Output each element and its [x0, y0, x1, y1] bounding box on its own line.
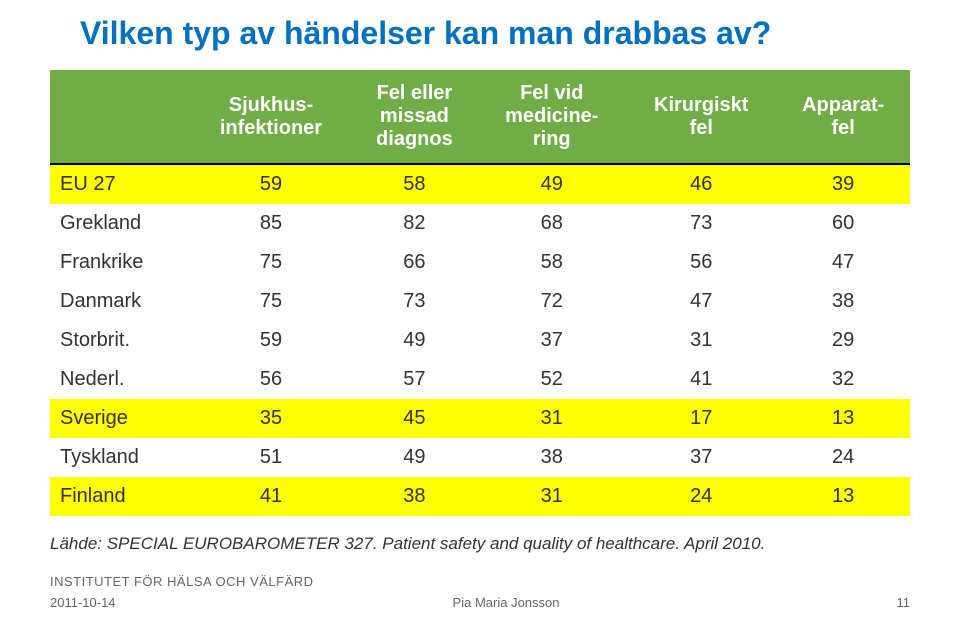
cell-value: 45: [351, 399, 477, 438]
cell-value: 59: [191, 321, 352, 360]
col-header: Sjukhus-infektioner: [191, 70, 352, 164]
footer-date: 2011-10-14: [50, 595, 116, 610]
cell-value: 49: [351, 438, 477, 477]
table-row: Storbrit.5949373129: [50, 321, 910, 360]
row-label: EU 27: [50, 164, 191, 204]
cell-value: 49: [351, 321, 477, 360]
row-label: Frankrike: [50, 243, 191, 282]
cell-value: 75: [191, 282, 352, 321]
table-row: EU 275958494639: [50, 164, 910, 204]
cell-value: 73: [351, 282, 477, 321]
cell-value: 37: [477, 321, 626, 360]
cell-value: 68: [477, 204, 626, 243]
footer: 2011-10-14 Pia Maria Jonsson 11: [50, 595, 910, 610]
cell-value: 58: [351, 164, 477, 204]
row-label: Grekland: [50, 204, 191, 243]
col-header-blank: [50, 70, 191, 164]
cell-value: 58: [477, 243, 626, 282]
row-label: Nederl.: [50, 360, 191, 399]
cell-value: 35: [191, 399, 352, 438]
table-row: Nederl.5657524132: [50, 360, 910, 399]
source-text: Lähde: SPECIAL EUROBAROMETER 327. Patien…: [50, 534, 910, 554]
cell-value: 24: [626, 477, 776, 516]
table-row: Tyskland5149383724: [50, 438, 910, 477]
cell-value: 13: [776, 399, 910, 438]
table-row: Finland4138312413: [50, 477, 910, 516]
slide: Vilken typ av händelser kan man drabbas …: [0, 0, 960, 625]
cell-value: 56: [191, 360, 352, 399]
cell-value: 85: [191, 204, 352, 243]
cell-value: 17: [626, 399, 776, 438]
table-body: EU 275958494639Grekland8582687360Frankri…: [50, 164, 910, 516]
cell-value: 29: [776, 321, 910, 360]
cell-value: 47: [626, 282, 776, 321]
cell-value: 37: [626, 438, 776, 477]
cell-value: 51: [191, 438, 352, 477]
table-row: Frankrike7566585647: [50, 243, 910, 282]
cell-value: 41: [626, 360, 776, 399]
data-table: Sjukhus-infektionerFel ellermissaddiagno…: [50, 70, 910, 516]
col-header: Fel ellermissaddiagnos: [351, 70, 477, 164]
cell-value: 73: [626, 204, 776, 243]
cell-value: 52: [477, 360, 626, 399]
cell-value: 75: [191, 243, 352, 282]
cell-value: 24: [776, 438, 910, 477]
cell-value: 31: [477, 477, 626, 516]
table-row: Sverige3545311713: [50, 399, 910, 438]
cell-value: 57: [351, 360, 477, 399]
cell-value: 60: [776, 204, 910, 243]
cell-value: 38: [351, 477, 477, 516]
table-header: Sjukhus-infektionerFel ellermissaddiagno…: [50, 70, 910, 164]
table-row: Danmark7573724738: [50, 282, 910, 321]
cell-value: 46: [626, 164, 776, 204]
cell-value: 66: [351, 243, 477, 282]
cell-value: 56: [626, 243, 776, 282]
row-label: Sverige: [50, 399, 191, 438]
col-header: Fel vidmedicine-ring: [477, 70, 626, 164]
row-label: Finland: [50, 477, 191, 516]
footer-author: Pia Maria Jonsson: [116, 595, 897, 610]
cell-value: 32: [776, 360, 910, 399]
cell-value: 72: [477, 282, 626, 321]
row-label: Danmark: [50, 282, 191, 321]
cell-value: 39: [776, 164, 910, 204]
cell-value: 31: [626, 321, 776, 360]
footer-page: 11: [897, 595, 911, 610]
cell-value: 59: [191, 164, 352, 204]
row-label: Tyskland: [50, 438, 191, 477]
cell-value: 82: [351, 204, 477, 243]
slide-title: Vilken typ av händelser kan man drabbas …: [80, 15, 910, 52]
table-row: Grekland8582687360: [50, 204, 910, 243]
institute-text: INSTITUTET FÖR HÄLSA OCH VÄLFÄRD: [50, 574, 910, 589]
row-label: Storbrit.: [50, 321, 191, 360]
cell-value: 47: [776, 243, 910, 282]
cell-value: 13: [776, 477, 910, 516]
cell-value: 31: [477, 399, 626, 438]
cell-value: 49: [477, 164, 626, 204]
col-header: Kirurgisktfel: [626, 70, 776, 164]
cell-value: 38: [477, 438, 626, 477]
col-header: Apparat-fel: [776, 70, 910, 164]
cell-value: 38: [776, 282, 910, 321]
cell-value: 41: [191, 477, 352, 516]
